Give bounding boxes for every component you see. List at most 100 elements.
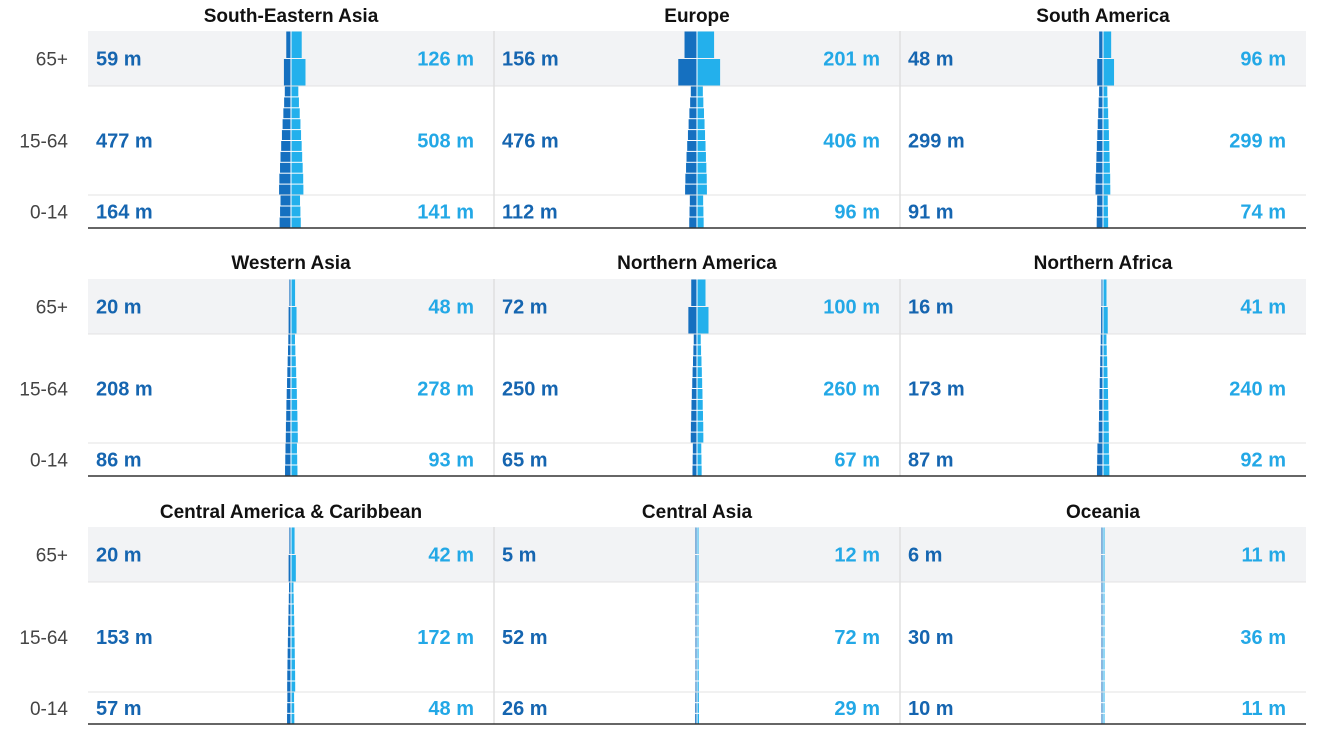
- pyramid-bar-right: [1103, 108, 1109, 119]
- pyramid-bar-right: [291, 454, 298, 465]
- value-label-right: 11 m: [1242, 698, 1286, 720]
- pyramid-bar-right: [1103, 454, 1110, 465]
- pyramid-bar-right: [1103, 195, 1108, 206]
- value-label-right: 406 m: [823, 131, 880, 153]
- value-label-left: 59 m: [96, 49, 142, 71]
- pyramid-bar-left: [1097, 130, 1103, 140]
- pyramid-bar-right: [1103, 279, 1107, 306]
- pyramid-bar-right: [291, 59, 306, 86]
- pyramid-bar-left: [1096, 162, 1103, 173]
- pyramid-bar-right: [697, 195, 704, 206]
- value-label-right: 72 m: [834, 627, 880, 649]
- pyramid-bar-left: [1098, 421, 1103, 432]
- pyramid-bar-right: [291, 703, 295, 713]
- pyramid-bar-left: [678, 59, 697, 86]
- value-label-left: 91 m: [908, 202, 954, 224]
- pyramid-bar-right: [1103, 399, 1109, 410]
- pyramid-bar-right: [697, 378, 703, 388]
- age-group-tick-label: 0-14: [30, 699, 68, 720]
- pyramid-bar-right: [1103, 378, 1108, 388]
- pyramid-bar-right: [1103, 86, 1108, 97]
- pyramid-bar-right: [291, 130, 302, 140]
- pyramid-bar-right: [697, 130, 706, 140]
- pyramid-bar-left: [1101, 681, 1103, 692]
- pyramid-bar-right: [1103, 334, 1107, 345]
- value-label-right: 29 m: [834, 698, 880, 720]
- pyramid-bar-right: [291, 367, 297, 378]
- pyramid-bar-left: [287, 356, 291, 367]
- pyramid-bar-left: [1101, 555, 1103, 582]
- pyramid-bar-left: [695, 527, 697, 554]
- panel-title: South America: [1036, 6, 1170, 27]
- pyramid-bar-left: [287, 713, 291, 724]
- pyramid-bar-left: [691, 389, 697, 399]
- pyramid-bar-left: [686, 162, 697, 173]
- pyramid-bar-right: [697, 421, 704, 432]
- pyramid-bar-right: [291, 86, 299, 97]
- pyramid-bar-right: [291, 399, 298, 410]
- pyramid-bar-left: [1101, 692, 1103, 703]
- pyramid-bar-right: [1103, 593, 1105, 604]
- age-group-tick-label: 0-14: [30, 451, 68, 472]
- pyramid-bar-left: [1101, 582, 1103, 593]
- pyramid-bar-left: [287, 692, 291, 703]
- pyramid-bar-left: [1098, 108, 1103, 119]
- value-label-right: 201 m: [823, 49, 880, 71]
- pyramid-bar-left: [287, 659, 291, 670]
- pyramid-bar-left: [1099, 399, 1103, 410]
- value-label-left: 250 m: [502, 379, 559, 401]
- pyramid-bar-right: [291, 615, 295, 626]
- pyramid-bar-left: [1101, 527, 1103, 554]
- pyramid-bar-left: [689, 206, 697, 217]
- pyramid-bar-right: [291, 659, 295, 670]
- pyramid-bar-left: [1101, 307, 1103, 334]
- pyramid-bar-left: [692, 454, 697, 465]
- pyramid-bar-right: [697, 555, 699, 582]
- pyramid-bar-right: [697, 184, 707, 195]
- value-label-right: 100 m: [823, 297, 880, 319]
- pyramid-bar-right: [1103, 421, 1109, 432]
- value-label-left: 26 m: [502, 698, 548, 720]
- pyramid-bar-right: [291, 31, 302, 58]
- pyramid-bar-right: [697, 465, 702, 476]
- age-group-tick-label: 15-64: [19, 132, 68, 153]
- pyramid-bar-right: [697, 593, 699, 604]
- pyramid-bar-right: [697, 681, 699, 692]
- pyramid-bar-left: [685, 173, 697, 184]
- pyramid-bar-left: [1096, 465, 1103, 476]
- pyramid-bar-left: [693, 345, 697, 356]
- pyramid-bar-right: [291, 97, 299, 108]
- pyramid-bar-left: [1100, 356, 1103, 367]
- pyramid-bar-right: [291, 593, 294, 604]
- pyramid-bar-left: [284, 86, 291, 97]
- pyramid-bar-right: [697, 162, 707, 173]
- pyramid-bar-right: [697, 713, 700, 724]
- pyramid-bar-left: [1099, 86, 1103, 97]
- pyramid-bar-right: [1103, 432, 1109, 443]
- pyramid-bar-right: [1103, 582, 1105, 593]
- pyramid-bar-left: [695, 626, 697, 637]
- value-label-right: 299 m: [1229, 131, 1286, 153]
- pyramid-bar-right: [291, 692, 295, 703]
- pyramid-bar-left: [695, 555, 697, 582]
- pyramid-bar-right: [1103, 670, 1105, 681]
- pyramid-bar-right: [291, 681, 296, 692]
- pyramid-bar-right: [291, 670, 296, 681]
- panel-title: Northern Africa: [1034, 253, 1173, 274]
- age-group-tick-label: 15-64: [19, 628, 68, 649]
- pyramid-bar-left: [283, 108, 291, 119]
- pyramid-bar-left: [286, 389, 291, 399]
- pyramid-bar-right: [291, 184, 304, 195]
- value-label-left: 20 m: [96, 545, 142, 567]
- pyramid-bar-left: [689, 108, 697, 119]
- pyramid-bar-right: [1103, 345, 1107, 356]
- value-label-left: 173 m: [908, 379, 965, 401]
- pyramid-bar-right: [697, 527, 699, 554]
- pyramid-bar-left: [687, 141, 697, 151]
- pyramid-bar-left: [280, 151, 291, 162]
- pyramid-bar-right: [291, 637, 295, 648]
- value-label-right: 67 m: [834, 450, 880, 472]
- pyramid-bar-right: [697, 399, 703, 410]
- pyramid-bar-left: [288, 334, 291, 345]
